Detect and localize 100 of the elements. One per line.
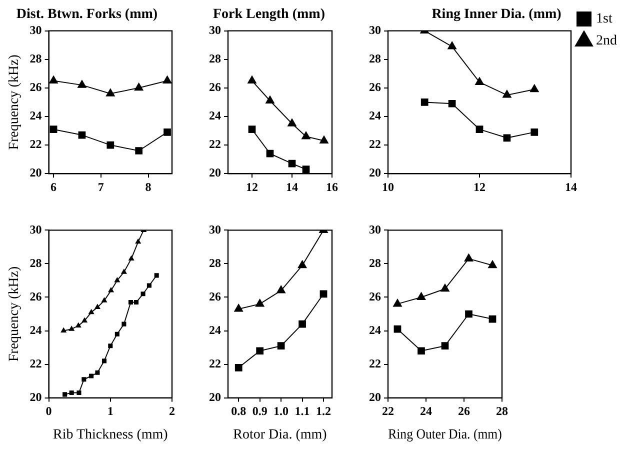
- y-tick-label: 22: [30, 356, 42, 370]
- y-tick-label: 24: [30, 322, 42, 337]
- point: [418, 347, 425, 355]
- y-tick-label: 26: [209, 80, 221, 94]
- point: [128, 300, 133, 305]
- point: [248, 76, 256, 84]
- x-tick-label: 0: [46, 404, 52, 418]
- point: [106, 88, 115, 96]
- y-tick-label: 20: [30, 166, 42, 180]
- point: [298, 260, 307, 268]
- legend-label: 2nd: [596, 34, 617, 49]
- y-tick-label: 28: [209, 256, 221, 270]
- y-tick-label: 24: [209, 108, 221, 123]
- y-tick-label: 20: [209, 166, 221, 180]
- point: [69, 390, 74, 396]
- point: [502, 90, 512, 98]
- point: [530, 84, 539, 92]
- y-tick-label: 28: [30, 256, 42, 270]
- y-tick-label: 26: [209, 289, 221, 304]
- y-tick-label: 24: [209, 322, 221, 337]
- y-tick-label: 30: [30, 22, 42, 37]
- chart-title: Fork Length (mm): [213, 7, 326, 22]
- point: [266, 96, 274, 104]
- x-tick-label: 7: [98, 180, 104, 194]
- y-tick-label: 20: [369, 166, 381, 180]
- x-tick-label: 26: [458, 404, 470, 418]
- x-tick-label: 1.0: [274, 404, 289, 418]
- x-tick-label: 2: [169, 404, 175, 418]
- x-tick-label: 14: [286, 180, 298, 194]
- point: [416, 292, 426, 300]
- point: [89, 374, 94, 378]
- point: [49, 76, 58, 84]
- y-tick-label: 22: [209, 356, 221, 370]
- y-axis-title: Frequency (kHz): [7, 54, 22, 150]
- point: [234, 364, 242, 372]
- y-axis-title: Frequency (kHz): [7, 266, 22, 362]
- legend-label: 1st: [596, 12, 612, 27]
- point: [276, 286, 286, 294]
- y-tick-label: 28: [369, 256, 381, 270]
- y-tick-label: 20: [209, 390, 221, 404]
- y-tick-label: 26: [369, 80, 381, 94]
- x-tick-label: 1.1: [294, 404, 310, 418]
- x-tick-label: 24: [420, 404, 432, 418]
- x-tick-label: 1: [107, 404, 114, 418]
- point: [530, 128, 538, 136]
- point: [488, 260, 497, 268]
- point: [95, 370, 100, 375]
- point: [464, 254, 474, 262]
- point: [248, 126, 256, 134]
- point: [76, 322, 82, 328]
- point: [488, 315, 496, 323]
- point: [420, 98, 428, 106]
- y-tick-label: 30: [369, 222, 381, 236]
- point: [88, 309, 94, 314]
- y-tick-label: 24: [369, 108, 381, 123]
- point: [162, 76, 172, 84]
- point: [440, 284, 450, 292]
- y-tick-label: 20: [369, 390, 381, 404]
- y-tick-label: 26: [30, 289, 42, 304]
- point: [82, 318, 88, 322]
- point: [288, 118, 296, 126]
- y-tick-label: 20: [30, 390, 42, 404]
- y-tick-label: 24: [30, 108, 42, 123]
- chart-title: Dist. Btwn. Forks (mm): [16, 7, 158, 22]
- y-tick-label: 22: [369, 356, 381, 370]
- point: [146, 283, 152, 288]
- point: [154, 273, 159, 278]
- point: [465, 310, 472, 318]
- y-tick-label: 22: [369, 137, 381, 152]
- point: [393, 298, 402, 307]
- x-axis-title: Rib Thickness (mm): [52, 427, 168, 442]
- x-tick-label: 14: [565, 180, 577, 194]
- point: [134, 300, 139, 305]
- x-tick-label: 28: [496, 404, 508, 418]
- x-tick-label: 1.2: [316, 404, 332, 418]
- point: [394, 325, 402, 333]
- point: [134, 82, 144, 91]
- point: [50, 126, 58, 134]
- point: [448, 42, 456, 50]
- y-tick-label: 30: [369, 22, 381, 37]
- point: [135, 147, 143, 154]
- x-axis-title: Rotor Dia. (mm): [233, 427, 328, 442]
- point: [108, 344, 113, 348]
- y-tick-label: 28: [209, 51, 221, 66]
- point: [62, 392, 68, 397]
- point: [475, 77, 484, 85]
- x-axis-title: Ring Outer Dia. (mm): [388, 426, 502, 442]
- point: [60, 328, 66, 333]
- y-tick-label: 22: [30, 137, 42, 152]
- y-tick-label: 26: [30, 80, 42, 94]
- point: [320, 136, 328, 144]
- point: [114, 332, 120, 336]
- x-tick-label: 22: [382, 404, 394, 418]
- point: [320, 290, 328, 298]
- point: [140, 292, 146, 296]
- point: [302, 166, 310, 173]
- y-tick-label: 26: [369, 289, 381, 304]
- x-tick-label: 10: [382, 180, 394, 194]
- point: [128, 256, 134, 260]
- point: [106, 141, 114, 149]
